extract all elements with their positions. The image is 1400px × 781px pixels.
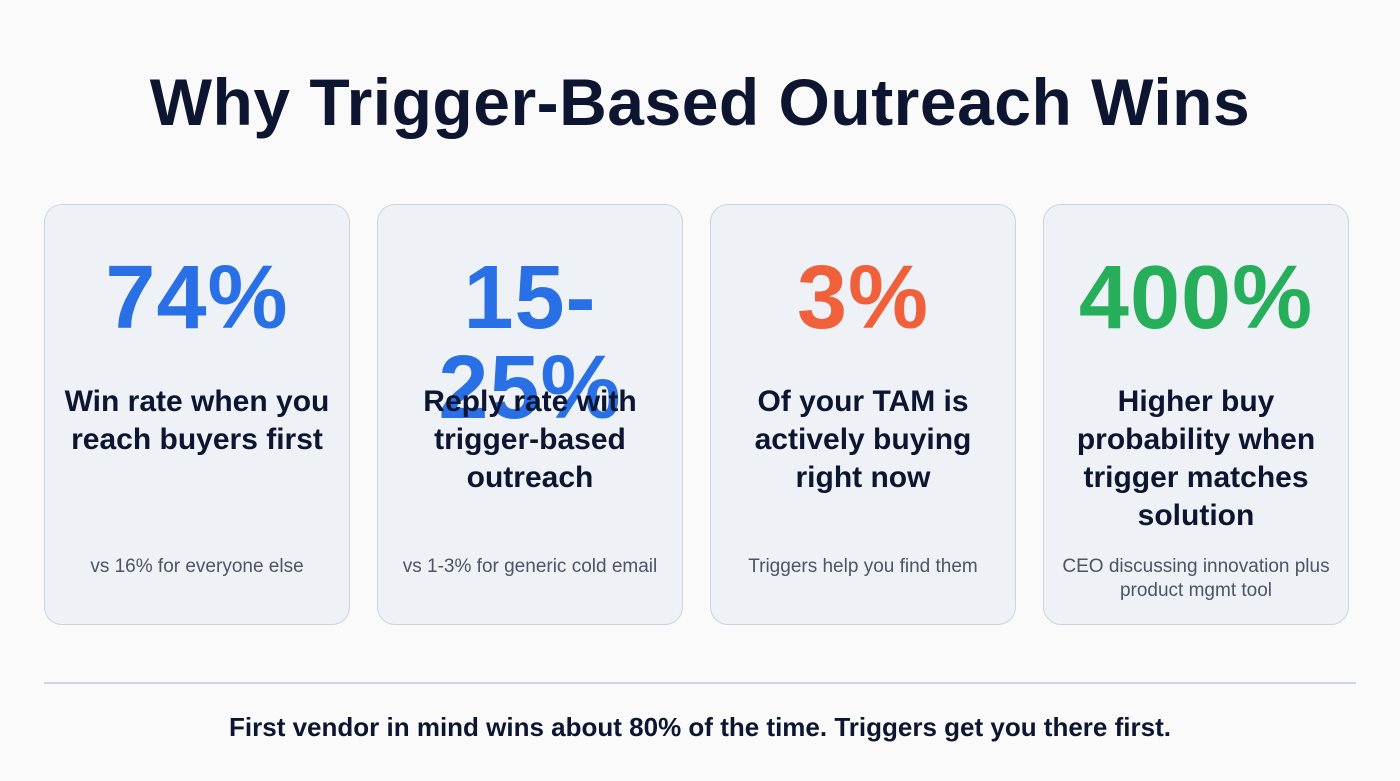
stat-note: Triggers help you find them	[748, 556, 978, 577]
page-title: Why Trigger-Based Outreach Wins	[149, 65, 1251, 139]
stat-label: Win rate when you reach buyers first	[64, 385, 330, 456]
stat-note: CEO discussing innovation plus product m…	[1062, 556, 1330, 601]
stat-card-win-rate: 74% Win rate when you reach buyers first…	[44, 204, 350, 625]
stat-card-tam: 3% Of your TAM is actively buying right …	[710, 204, 1016, 625]
stat-label: Higher buy probability when trigger matc…	[1076, 385, 1316, 532]
stat-value: 74%	[105, 248, 289, 348]
footer-text: First vendor in mind wins about 80% of t…	[229, 712, 1171, 742]
stat-card-reply-rate: 15-25% Reply rate with trigger-based out…	[377, 204, 683, 625]
stat-value: 3%	[796, 248, 930, 348]
stat-note: vs 1-3% for generic cold email	[402, 556, 658, 577]
stat-label: Of your TAM is actively buying right now	[754, 385, 972, 494]
stat-value: 400%	[1078, 248, 1314, 348]
stat-card-buy-probability: 400% Higher buy probability when trigger…	[1043, 204, 1349, 625]
stat-cards: 74% Win rate when you reach buyers first…	[44, 204, 1349, 625]
divider	[44, 682, 1356, 684]
stat-label: Reply rate with trigger-based outreach	[423, 385, 637, 494]
stat-value: 15-25%	[438, 248, 622, 438]
stat-note: vs 16% for everyone else	[90, 556, 304, 577]
